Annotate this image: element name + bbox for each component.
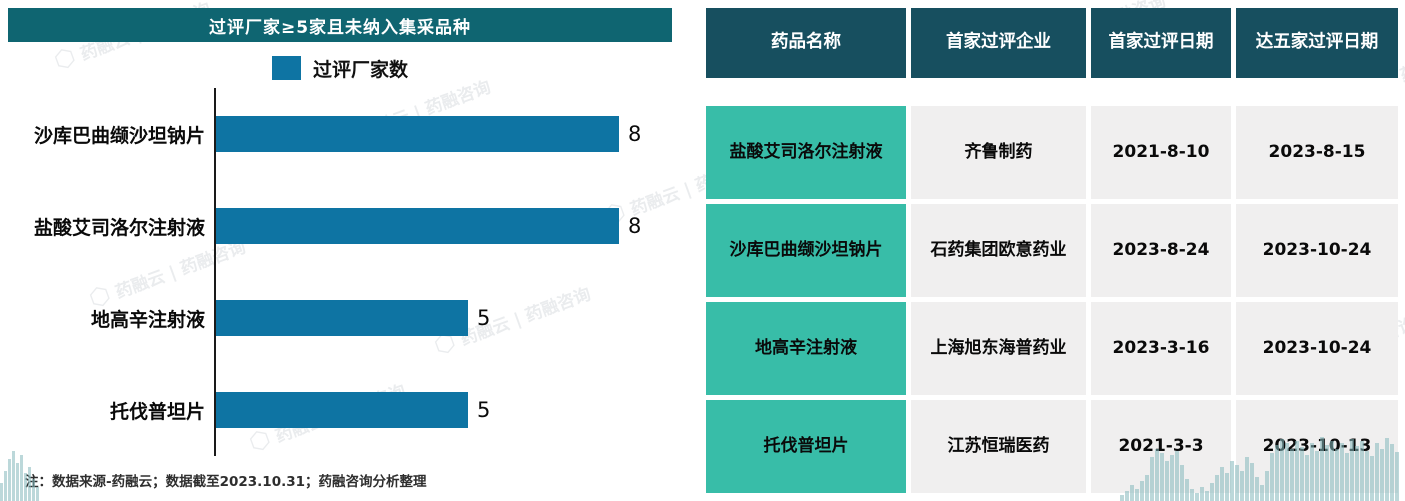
- table-cell-first-date: 2023-3-16: [1091, 302, 1231, 395]
- table-cell-fifth-date: 2023-10-13: [1236, 400, 1398, 493]
- table-cell-fifth-date: 2023-10-24: [1236, 204, 1398, 297]
- source-note: 注：数据来源-药融云；数据截至2023.10.31；药融咨询分析整理: [25, 474, 427, 490]
- bar-fill: [216, 392, 468, 428]
- table-cell-first-date: 2021-3-3: [1091, 400, 1231, 493]
- category-label: 盐酸艾司洛尔注射液: [33, 216, 205, 239]
- bar-row: 托伐普坦片 5: [110, 364, 686, 456]
- bar-fill: [216, 116, 619, 152]
- category-label: 沙库巴曲缬沙坦钠片: [33, 124, 205, 147]
- table-header-drug-name: 药品名称: [706, 8, 906, 78]
- bar-fill: [216, 300, 468, 336]
- data-table: 药品名称 首家过评企业 首家过评日期 达五家过评日期 盐酸艾司洛尔注射液 齐鲁制…: [706, 8, 1398, 493]
- chart-title: 过评厂家≥5家且未纳入集采品种: [8, 8, 672, 42]
- bar-row: 盐酸艾司洛尔注射液 8: [34, 180, 686, 272]
- table-cell-fifth-date: 2023-8-15: [1236, 106, 1398, 199]
- table-header-first-date: 首家过评日期: [1091, 8, 1231, 78]
- table-cell-drug-name: 托伐普坦片: [706, 400, 906, 493]
- bar-value-label: 8: [628, 214, 642, 238]
- legend-swatch-icon: [271, 56, 301, 80]
- table-cell-drug-name: 地高辛注射液: [706, 302, 906, 395]
- chart-legend: 过评厂家数: [8, 54, 672, 82]
- bar-value-label: 5: [477, 306, 491, 330]
- bar-row: 沙库巴曲缬沙坦钠片 8: [34, 88, 686, 180]
- table-cell-fifth-date: 2023-10-24: [1236, 302, 1398, 395]
- bar-value-label: 5: [477, 398, 491, 422]
- table-header-first-company: 首家过评企业: [911, 8, 1086, 78]
- bar-chart-panel: 过评厂家≥5家且未纳入集采品种 过评厂家数 沙库巴曲缬沙坦钠片 8 盐酸艾司洛尔…: [0, 0, 700, 501]
- table-cell-drug-name: 盐酸艾司洛尔注射液: [706, 106, 906, 199]
- table-cell-company: 上海旭东海普药业: [911, 302, 1086, 395]
- table-cell-drug-name: 沙库巴曲缬沙坦钠片: [706, 204, 906, 297]
- bar-value-label: 8: [628, 122, 642, 146]
- bar-row: 地高辛注射液 5: [91, 272, 686, 364]
- table-cell-first-date: 2021-8-10: [1091, 106, 1231, 199]
- table-cell-company: 石药集团欧意药业: [911, 204, 1086, 297]
- bar-plot: 沙库巴曲缬沙坦钠片 8 盐酸艾司洛尔注射液 8 地高辛注射液 5 托伐普坦片 5: [34, 88, 686, 456]
- bar-fill: [216, 208, 619, 244]
- table-cell-company: 江苏恒瑞医药: [911, 400, 1086, 493]
- table-cell-first-date: 2023-8-24: [1091, 204, 1231, 297]
- category-label: 托伐普坦片: [109, 400, 205, 423]
- table-cell-company: 齐鲁制药: [911, 106, 1086, 199]
- category-label: 地高辛注射液: [90, 308, 205, 331]
- table-header-fifth-date: 达五家过评日期: [1236, 8, 1398, 78]
- legend-label: 过评厂家数: [312, 58, 408, 81]
